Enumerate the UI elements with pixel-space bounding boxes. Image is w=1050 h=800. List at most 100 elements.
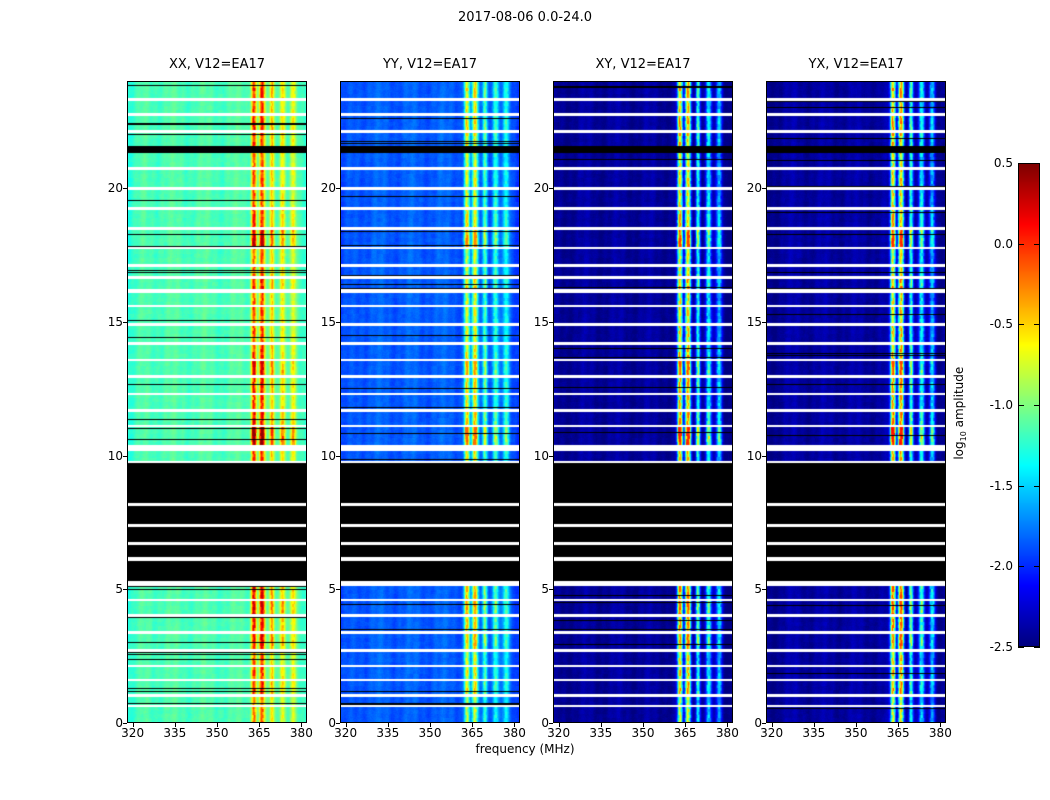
x-tick-label: 380 <box>928 726 952 740</box>
x-tick-labels-yy: 320 335 350 365 380 <box>334 726 526 746</box>
y-tick-labels-yy: 0 5 10 15 20 <box>300 81 340 730</box>
y-tick-label: 5 <box>754 582 762 597</box>
y-tick-mark <box>549 589 553 591</box>
x-tick-mark <box>217 723 218 727</box>
y-tick-mark <box>762 321 766 323</box>
x-tick-mark <box>132 723 134 727</box>
x-tick-label: 350 <box>844 726 868 740</box>
y-tick-label: 5 <box>541 582 549 597</box>
x-tick-mark <box>771 723 773 727</box>
x-tick-mark <box>259 723 261 727</box>
x-tick-label: 320 <box>760 726 784 740</box>
y-tick-label: 20 <box>533 181 549 195</box>
y-tick-label: 0 <box>754 716 762 730</box>
colorbar-tick-label: -1.0 <box>989 398 1013 412</box>
y-tick-label: 0 <box>115 716 123 730</box>
x-tick-label: 365 <box>673 726 697 740</box>
x-tick-label: 380 <box>289 726 313 740</box>
x-tick-mark <box>643 723 644 727</box>
x-tick-mark <box>301 723 303 727</box>
x-tick-label: 320 <box>334 726 358 740</box>
x-tick-mark <box>558 723 560 727</box>
x-tick-labels-xx: 320 335 350 365 380 <box>121 726 313 746</box>
y-tick-mark <box>336 723 340 724</box>
colorbar-tick-label: 0.5 <box>993 156 1013 170</box>
x-tick-label: 320 <box>547 726 571 740</box>
x-tick-mark <box>600 723 602 727</box>
colorbar-tick-mark <box>1034 243 1040 245</box>
y-tick-mark <box>762 455 766 457</box>
y-tick-label: 10 <box>533 448 549 463</box>
heatmap-image-xx <box>128 82 306 722</box>
y-tick-mark <box>336 188 340 189</box>
x-tick-mark <box>685 723 687 727</box>
y-tick-label: 15 <box>746 314 762 329</box>
x-tick-label: 335 <box>376 726 400 740</box>
x-tick-label: 365 <box>460 726 484 740</box>
panel-title-yx: YX, V12=EA17 <box>808 57 904 72</box>
x-tick-label: 335 <box>802 726 826 740</box>
heatmap-image-yy <box>341 82 519 722</box>
colorbar-tick-label: -1.5 <box>989 478 1013 493</box>
y-tick-mark <box>549 723 553 724</box>
x-tick-label: 320 <box>121 726 145 740</box>
x-tick-mark <box>472 723 474 727</box>
panel-title-xy: XY, V12=EA17 <box>595 57 691 72</box>
heatmap-image-xy <box>554 82 732 722</box>
panel-title-yy: YY, V12=EA17 <box>382 57 478 72</box>
y-tick-labels-yx: 0 5 10 15 20 <box>726 81 766 730</box>
x-tick-label: 350 <box>631 726 655 740</box>
y-tick-label: 5 <box>328 582 336 597</box>
y-tick-labels-xy: 0 5 10 15 20 <box>513 81 553 730</box>
colorbar-tick-mark <box>1034 566 1040 568</box>
y-tick-label: 10 <box>746 448 762 463</box>
heatmap-panel-xx[interactable] <box>127 81 307 723</box>
heatmap-panel-yx[interactable] <box>766 81 946 723</box>
x-tick-mark <box>813 723 815 727</box>
x-tick-label: 335 <box>589 726 613 740</box>
x-tick-mark <box>898 723 900 727</box>
y-tick-mark <box>549 455 553 457</box>
x-tick-mark <box>345 723 347 727</box>
colorbar-tick-mark <box>1034 163 1040 164</box>
y-tick-mark <box>336 589 340 591</box>
x-tick-labels-yx: 320 335 350 365 380 <box>760 726 952 746</box>
heatmap-image-yx <box>767 82 945 722</box>
y-tick-label: 15 <box>320 314 336 329</box>
heatmap-panel-xy[interactable] <box>553 81 733 723</box>
colorbar-tick-mark <box>1034 405 1040 406</box>
x-tick-label: 350 <box>205 726 229 740</box>
y-tick-label: 20 <box>107 181 123 195</box>
y-tick-mark <box>762 723 766 724</box>
y-tick-mark <box>549 188 553 189</box>
x-tick-mark <box>174 723 176 727</box>
colorbar-tick-labels: -2.5 -2.0 -1.5 -1.0 -0.5 0.0 0.5 <box>975 156 1013 654</box>
colorbar-tick-label: 0.0 <box>993 236 1013 251</box>
y-tick-label: 20 <box>746 181 762 195</box>
y-tick-labels-xx: 0 5 10 15 20 <box>87 81 127 730</box>
panel-title-xx: XX, V12=EA17 <box>168 57 266 72</box>
colorbar-tick-mark <box>1018 647 1024 648</box>
colorbar-tick-mark <box>1034 324 1040 326</box>
y-tick-mark <box>549 321 553 323</box>
y-tick-mark <box>123 455 127 457</box>
y-tick-mark <box>336 455 340 457</box>
heatmap-panel-yy[interactable] <box>340 81 520 723</box>
colorbar-tick-mark <box>1018 324 1024 326</box>
y-tick-mark <box>123 188 127 189</box>
colorbar-tick-mark <box>1034 647 1040 648</box>
colorbar-tick-mark <box>1018 405 1024 406</box>
y-tick-mark <box>762 188 766 189</box>
figure-suptitle: 2017-08-06 0.0-24.0 <box>458 10 592 25</box>
colorbar-label: log10 amplitude <box>951 366 969 460</box>
x-tick-label: 365 <box>886 726 910 740</box>
y-tick-label: 10 <box>320 448 336 463</box>
x-tick-mark <box>856 723 857 727</box>
y-tick-label: 0 <box>541 716 549 730</box>
y-tick-mark <box>123 723 127 724</box>
x-tick-label: 380 <box>715 726 739 740</box>
y-tick-mark <box>123 321 127 323</box>
x-tick-label: 350 <box>418 726 442 740</box>
colorbar-tick-mark <box>1018 566 1024 568</box>
x-tick-labels-xy: 320 335 350 365 380 <box>547 726 739 746</box>
